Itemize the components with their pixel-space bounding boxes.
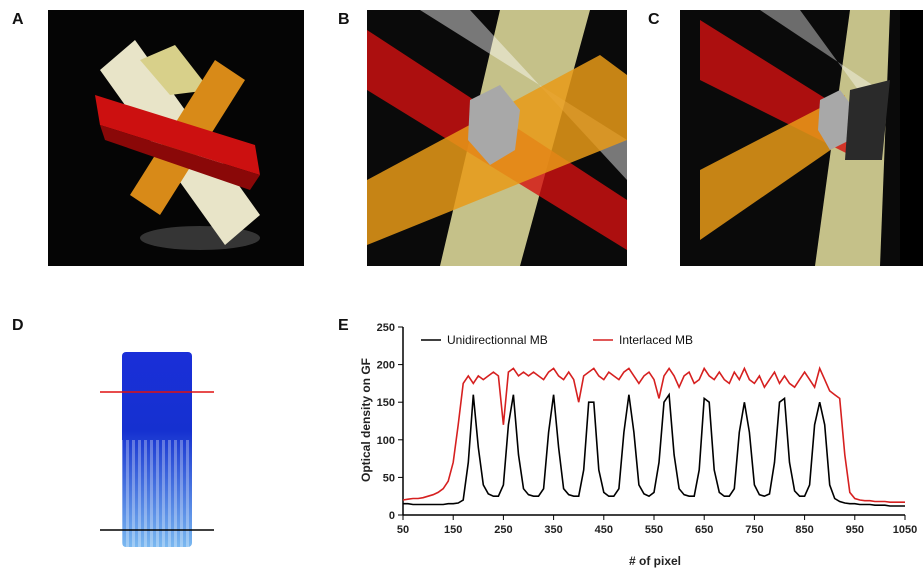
legend-label: Unidirectionnal MB [447,333,548,347]
y-tick-label: 200 [377,360,395,372]
x-tick-label: 350 [544,524,562,536]
x-tick-label: 450 [595,524,613,536]
x-tick-label: 950 [846,524,864,536]
panel-label: C [648,11,660,28]
legend-label: Interlaced MB [619,333,693,347]
figure: A B C D E Optical density on GF # of pix… [0,0,923,571]
render-a [48,10,304,266]
y-tick-label: 100 [377,435,395,447]
panel-label: E [338,317,349,334]
y-tick-label: 250 [377,322,395,334]
panel-label: D [12,317,24,334]
y-tick-label: 150 [377,397,395,409]
x-tick-label: 150 [444,524,462,536]
y-axis-title: Optical density on GF [359,358,373,482]
render-c [680,10,923,266]
x-axis-title: # of pixel [629,554,681,568]
x-tick-label: 750 [745,524,763,536]
series-line [403,395,905,506]
x-tick-label: 850 [795,524,813,536]
x-tick-label: 550 [645,524,663,536]
page: {"panels":{"a":"A","b":"B","c":"C","d":"… [0,0,923,571]
panel-label: A [12,11,24,28]
x-tick-label: 50 [397,524,409,536]
panel-label: B [338,11,350,28]
y-tick-label: 0 [389,510,395,522]
y-tick-label: 50 [383,472,395,484]
x-tick-label: 1050 [893,524,917,536]
x-tick-label: 650 [695,524,713,536]
image-d [100,352,214,547]
x-tick-label: 250 [494,524,512,536]
render-b [367,10,627,266]
